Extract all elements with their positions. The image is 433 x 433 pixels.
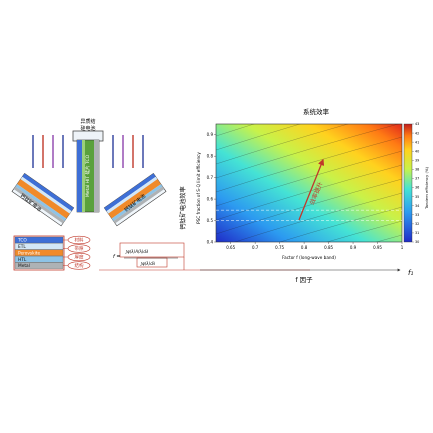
hit-label-line2: 硅电池 (80, 125, 95, 132)
colorbar-tick-label: 33 (415, 213, 419, 217)
formula-f-symbol: f = (113, 254, 121, 260)
contour-line (216, 124, 399, 179)
perovskite-efficiency-label: 钙钛矿电池效率 (179, 186, 187, 229)
hit-silicon-cell: Metal HIT 硅片 TCO (76, 139, 100, 213)
colorbar-tick-label: 34 (415, 204, 419, 208)
stack-layer-label: TCO (17, 238, 27, 244)
f1-label: f₁ (408, 269, 413, 277)
left-perovskite-wing (11, 173, 75, 227)
stack-layer-htl (14, 256, 64, 263)
stack-layer-etl (14, 243, 64, 250)
x-tick-label: 0.75 (275, 245, 284, 250)
x-tick-label: 0.65 (226, 245, 235, 250)
x-tick-label: 0.95 (373, 245, 382, 250)
colorbar-tick-label: 40 (415, 149, 419, 153)
device-illustration: 异质结 硅电池 钙钛矿电池 (11, 118, 167, 227)
x-tick-label: 0.8 (301, 245, 308, 250)
f-factor-label: f 因子 (295, 276, 313, 284)
chart-ylabel: PSC fraction of S-Q limit efficiency (196, 152, 201, 224)
heatmap-surface (215, 123, 403, 243)
x-tick-label: 0.9 (350, 245, 357, 250)
stack-layer-label: ETL (18, 244, 26, 250)
contour-line (216, 124, 301, 151)
contour-line (279, 206, 402, 242)
hit-cell-top-fixture (72, 130, 104, 142)
stack-tag-label: 厚度 (75, 254, 84, 261)
contour-line (216, 124, 255, 137)
y-tick-label: 0.6 (207, 197, 214, 202)
stack-tag-label: 结构 (75, 262, 84, 269)
stack-tag-oval (67, 235, 91, 245)
contour-line (216, 53, 402, 108)
hit-strip-text: Metal HIT 硅片 TCO (84, 154, 91, 197)
colorbar-tick-label: 38 (415, 168, 419, 172)
contour-line (216, 124, 349, 165)
x-tick-label: 0.7 (252, 245, 259, 250)
stack-layer-perovskite (14, 249, 64, 256)
chart-xlabel: Factor f (long-wave band) (282, 255, 336, 260)
y-tick-label: 0.4 (207, 240, 214, 245)
contour-line (216, 164, 402, 221)
colorbar-tick-label: 36 (415, 186, 419, 190)
colorbar-tick-label: 42 (415, 131, 419, 135)
formula-denominator: ∫φ(λ)dλ (140, 261, 155, 266)
contour-line (216, 150, 402, 207)
contour-line (216, 178, 402, 235)
stack-tag-label: 带隙 (75, 245, 84, 252)
colorbar-tick-label: 37 (415, 177, 419, 181)
stack-tag-oval (67, 252, 91, 262)
colorbar-tick-label: 31 (415, 231, 419, 235)
colorbar-tick-label: 30 (415, 240, 419, 244)
colorbar-label: Tandem efficiency (%) (424, 166, 429, 210)
colorbar-tick-label: 32 (415, 222, 419, 226)
hit-label-line1: 异质结 (80, 118, 95, 125)
chart-title: 系统效率 (303, 107, 330, 116)
formula-numerator: ∫φ(λ)A(λ)dλ (125, 249, 148, 254)
stack-layer-label: HTL (18, 257, 27, 263)
x-tick-label: 1 (401, 245, 404, 250)
colorbar-tick-label: 43 (415, 122, 419, 126)
contour-line (375, 234, 402, 242)
stack-frame (13, 235, 65, 271)
contour-line (326, 220, 402, 242)
formula-box-top (119, 242, 185, 258)
colorbar-tick-label: 41 (415, 140, 419, 144)
y-tick-label: 0.5 (207, 218, 214, 223)
y-tick-label: 0.8 (207, 154, 214, 159)
colorbar-tick-label: 39 (415, 159, 419, 163)
stack-layer-label: Perovskite (18, 250, 41, 256)
stack-layer-label: Metal (18, 263, 30, 269)
right-perovskite-wing (103, 173, 167, 227)
x-tick-label: 0.85 (324, 245, 333, 250)
contour-line (216, 136, 402, 193)
stack-tag-oval (67, 261, 91, 270)
efficiency-boost-arrow (298, 158, 325, 221)
colorbar-tick-label: 35 (415, 195, 419, 199)
y-tick-label: 0.9 (207, 132, 214, 137)
efficiency-heatmap-chart: 系统效率 PSC fraction of S-Q limit efficienc… (196, 53, 429, 284)
contour-line (234, 192, 402, 242)
y-tick-label: 0.7 (207, 175, 214, 180)
stack-tag-label: 材料 (75, 237, 84, 244)
stack-tag-oval (67, 244, 91, 253)
colorbar (403, 123, 413, 243)
